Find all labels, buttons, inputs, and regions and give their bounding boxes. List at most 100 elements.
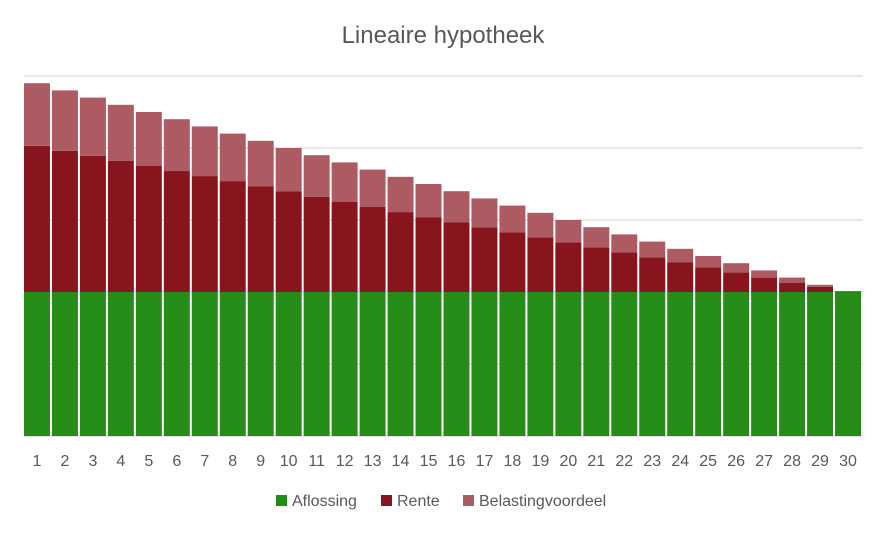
bar-belastingvoordeel-1[interactable] bbox=[24, 83, 50, 146]
bar-aflossing-12[interactable] bbox=[331, 292, 358, 436]
bar-aflossing-27[interactable] bbox=[751, 292, 778, 436]
bar-belastingvoordeel-2[interactable] bbox=[51, 90, 78, 151]
bar-rente-30[interactable] bbox=[835, 291, 861, 292]
bar-belastingvoordeel-16[interactable] bbox=[443, 191, 470, 223]
bar-belastingvoordeel-4[interactable] bbox=[107, 104, 134, 161]
bar-aflossing-3[interactable] bbox=[79, 292, 106, 436]
bar-rente-29[interactable] bbox=[807, 286, 834, 292]
bar-rente-4[interactable] bbox=[107, 160, 134, 292]
bar-belastingvoordeel-25[interactable] bbox=[695, 256, 722, 268]
bar-belastingvoordeel-20[interactable] bbox=[555, 220, 582, 243]
x-tick-label: 6 bbox=[172, 453, 181, 470]
bar-belastingvoordeel-27[interactable] bbox=[751, 270, 778, 278]
bar-belastingvoordeel-15[interactable] bbox=[415, 184, 442, 218]
bar-rente-16[interactable] bbox=[443, 222, 470, 292]
bar-belastingvoordeel-22[interactable] bbox=[611, 234, 638, 253]
bar-belastingvoordeel-7[interactable] bbox=[191, 126, 218, 177]
bar-rente-3[interactable] bbox=[79, 155, 106, 292]
bar-aflossing-26[interactable] bbox=[723, 292, 750, 436]
bar-rente-20[interactable] bbox=[555, 242, 582, 292]
bar-rente-12[interactable] bbox=[331, 202, 358, 292]
bar-rente-6[interactable] bbox=[163, 171, 190, 292]
bar-aflossing-6[interactable] bbox=[163, 292, 190, 436]
bar-aflossing-30[interactable] bbox=[835, 292, 861, 436]
bar-rente-5[interactable] bbox=[135, 166, 162, 292]
bar-aflossing-20[interactable] bbox=[555, 292, 582, 436]
bar-rente-23[interactable] bbox=[639, 257, 666, 292]
bar-belastingvoordeel-11[interactable] bbox=[303, 155, 330, 197]
bar-rente-11[interactable] bbox=[303, 196, 330, 292]
bar-rente-10[interactable] bbox=[275, 191, 302, 292]
bar-belastingvoordeel-29[interactable] bbox=[807, 284, 834, 287]
bar-aflossing-28[interactable] bbox=[779, 292, 806, 436]
bar-aflossing-23[interactable] bbox=[639, 292, 666, 436]
bar-belastingvoordeel-6[interactable] bbox=[163, 119, 190, 172]
bar-rente-26[interactable] bbox=[723, 272, 750, 292]
bar-rente-13[interactable] bbox=[359, 207, 386, 292]
bar-belastingvoordeel-10[interactable] bbox=[275, 148, 302, 192]
bar-belastingvoordeel-24[interactable] bbox=[667, 248, 694, 263]
bar-rente-22[interactable] bbox=[611, 252, 638, 292]
legend-swatch bbox=[381, 495, 392, 506]
bar-aflossing-1[interactable] bbox=[24, 292, 50, 436]
bars bbox=[24, 83, 861, 436]
x-tick-label: 25 bbox=[699, 453, 717, 470]
bar-belastingvoordeel-12[interactable] bbox=[331, 162, 358, 202]
bar-aflossing-17[interactable] bbox=[471, 292, 498, 436]
bar-rente-9[interactable] bbox=[247, 186, 274, 292]
x-tick-label: 18 bbox=[504, 453, 522, 470]
bar-aflossing-7[interactable] bbox=[191, 292, 218, 436]
bar-aflossing-5[interactable] bbox=[135, 292, 162, 436]
bar-rente-27[interactable] bbox=[751, 277, 778, 292]
bar-aflossing-4[interactable] bbox=[107, 292, 134, 436]
bar-belastingvoordeel-23[interactable] bbox=[639, 241, 666, 258]
bar-belastingvoordeel-5[interactable] bbox=[135, 112, 162, 166]
bar-belastingvoordeel-18[interactable] bbox=[499, 205, 526, 233]
bar-aflossing-16[interactable] bbox=[443, 292, 470, 436]
x-tick-label: 14 bbox=[392, 453, 410, 470]
x-tick-label: 2 bbox=[60, 453, 69, 470]
bar-rente-2[interactable] bbox=[51, 150, 78, 292]
bar-rente-8[interactable] bbox=[219, 181, 246, 292]
bar-aflossing-25[interactable] bbox=[695, 292, 722, 436]
bar-aflossing-10[interactable] bbox=[275, 292, 302, 436]
bar-belastingvoordeel-9[interactable] bbox=[247, 140, 274, 187]
bar-rente-15[interactable] bbox=[415, 217, 442, 292]
bar-belastingvoordeel-26[interactable] bbox=[723, 263, 750, 273]
legend-item-rente[interactable]: Rente bbox=[381, 493, 440, 510]
bar-aflossing-24[interactable] bbox=[667, 292, 694, 436]
x-tick-label: 9 bbox=[256, 453, 265, 470]
bar-aflossing-15[interactable] bbox=[415, 292, 442, 436]
bar-belastingvoordeel-17[interactable] bbox=[471, 198, 498, 228]
bar-belastingvoordeel-19[interactable] bbox=[527, 212, 554, 238]
bar-rente-19[interactable] bbox=[527, 237, 554, 292]
bar-belastingvoordeel-21[interactable] bbox=[583, 227, 610, 248]
bar-rente-17[interactable] bbox=[471, 227, 498, 292]
bar-aflossing-29[interactable] bbox=[807, 292, 834, 436]
bar-aflossing-22[interactable] bbox=[611, 292, 638, 436]
bar-belastingvoordeel-28[interactable] bbox=[779, 277, 806, 283]
bar-rente-7[interactable] bbox=[191, 176, 218, 292]
bar-belastingvoordeel-13[interactable] bbox=[359, 169, 386, 208]
bar-rente-28[interactable] bbox=[779, 282, 806, 292]
bar-rente-18[interactable] bbox=[499, 232, 526, 292]
bar-belastingvoordeel-3[interactable] bbox=[79, 97, 106, 156]
bar-rente-14[interactable] bbox=[387, 212, 414, 292]
bar-rente-21[interactable] bbox=[583, 247, 610, 292]
bar-belastingvoordeel-8[interactable] bbox=[219, 133, 246, 182]
bar-aflossing-11[interactable] bbox=[303, 292, 330, 436]
bar-belastingvoordeel-14[interactable] bbox=[387, 176, 414, 213]
bar-aflossing-19[interactable] bbox=[527, 292, 554, 436]
bar-aflossing-9[interactable] bbox=[247, 292, 274, 436]
legend-item-aflossing[interactable]: Aflossing bbox=[276, 493, 357, 510]
bar-rente-25[interactable] bbox=[695, 267, 722, 292]
bar-rente-24[interactable] bbox=[667, 262, 694, 292]
bar-aflossing-14[interactable] bbox=[387, 292, 414, 436]
bar-rente-1[interactable] bbox=[24, 145, 50, 292]
bar-aflossing-2[interactable] bbox=[51, 292, 78, 436]
bar-aflossing-21[interactable] bbox=[583, 292, 610, 436]
legend-item-belastingvoordeel[interactable]: Belastingvoordeel bbox=[463, 493, 606, 510]
bar-aflossing-8[interactable] bbox=[219, 292, 246, 436]
bar-aflossing-13[interactable] bbox=[359, 292, 386, 436]
bar-aflossing-18[interactable] bbox=[499, 292, 526, 436]
